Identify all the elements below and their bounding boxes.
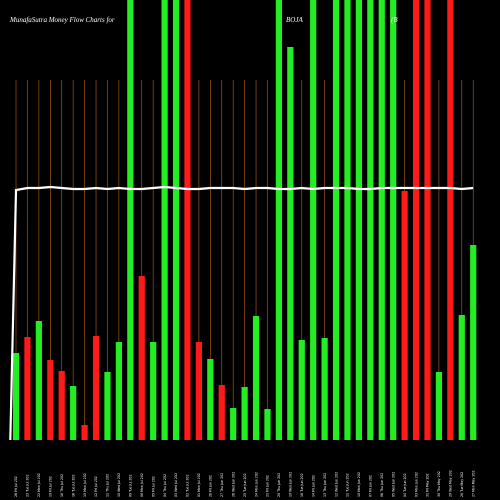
x-tick-label: 19 Fri Jul 202 <box>49 476 53 497</box>
x-tick-label: 09 Tue Jul 202 <box>129 475 133 497</box>
bars-group <box>12 0 477 440</box>
x-tick-label: 12 Fri Jul 202 <box>94 476 98 497</box>
bar-39 <box>447 0 454 440</box>
x-tick-label: 10 Mon Jun 202 <box>357 472 361 497</box>
bar-30 <box>344 0 351 440</box>
x-tick-label: 05 Fri Jul 202 <box>151 476 155 497</box>
bar-11 <box>127 0 134 440</box>
x-tick-label: 16 Tue Jul 202 <box>71 475 75 497</box>
x-tick-label: 02 Tue Jul 202 <box>186 475 190 497</box>
x-tick-label: 12 Wed Jun 202 <box>334 472 338 497</box>
x-tick-label: 28 Fri Jun 202 <box>209 475 213 497</box>
bar-4 <box>47 360 54 440</box>
bar-34 <box>390 0 397 440</box>
x-tick-label: 30 Thu May 202 <box>437 471 441 497</box>
x-tick-label: 06 Thu Jun 202 <box>380 473 384 497</box>
x-tick-label: 11 Thu Jul 202 <box>106 474 110 497</box>
x-tick-label: 04 Thu Jul 202 <box>163 474 167 497</box>
x-tick-label: 05 Wed Jun 202 <box>391 472 395 497</box>
x-tick-label: 18 Tue Jun 202 <box>300 473 304 497</box>
bar-6 <box>70 386 77 440</box>
bar-25 <box>287 47 294 440</box>
x-tick-label: 18 Thu Jul 202 <box>60 474 64 497</box>
bar-18 <box>207 359 214 440</box>
bar-29 <box>332 0 340 440</box>
x-tick-label: 27 Thu Jun 202 <box>220 473 224 497</box>
bar-32 <box>367 0 374 440</box>
bar-21 <box>241 387 248 440</box>
bar-19 <box>218 385 225 440</box>
bar-3 <box>35 321 42 440</box>
x-tick-label: 31 Fri May 202 <box>426 473 430 497</box>
bar-10 <box>115 342 122 440</box>
bar-15 <box>172 0 180 440</box>
x-tick-label: 08 Mon Jul 202 <box>140 473 144 497</box>
bar-1 <box>12 353 20 440</box>
bar-28 <box>321 338 328 440</box>
x-tick-label: 22 Mon Jul 202 <box>37 473 41 497</box>
x-tick-label: 28 Tue May 202 <box>460 472 464 497</box>
chart-title: MunafaSutra Money Flow Charts for <box>9 16 115 24</box>
bar-23 <box>264 409 271 440</box>
bar-20 <box>230 408 237 440</box>
bar-27 <box>310 0 317 440</box>
bar-9 <box>104 372 111 440</box>
x-tick-label: 03 Mon Jun 202 <box>414 472 418 497</box>
x-tick-label: 27 Mon May 202 <box>471 471 475 498</box>
x-tick-label: 03 Wed Jul 202 <box>174 473 178 497</box>
bar-12 <box>138 276 145 440</box>
x-tick-label: 07 Fri Jun 202 <box>369 475 373 497</box>
x-tick-label: 11 Tue Jun 202 <box>346 473 350 497</box>
chart-ticker: BOJA <box>286 16 303 24</box>
x-tick-label: 26 Wed Jun 202 <box>231 472 235 497</box>
x-tick-label: 15 Mon Jul 202 <box>83 473 87 497</box>
x-tick-label: 20 Thu Jun 202 <box>277 473 281 497</box>
x-tick-labels: 26 Fri Jul 202 23 Tue Jul 202 22 Mon Jul 2… <box>14 470 475 497</box>
bar-38 <box>435 372 443 440</box>
bar-7 <box>81 425 88 440</box>
bar-26 <box>298 340 305 440</box>
bar-24 <box>275 0 282 440</box>
bar-31 <box>355 0 363 440</box>
x-tick-label: 01 Mon Jul 202 <box>197 473 201 497</box>
money-flow-line <box>9 185 474 441</box>
x-tick-label: 19 Wed Jun 202 <box>289 472 293 497</box>
x-tick-label: 04 Tue Jun 202 <box>403 473 407 497</box>
chart-ticker-suffix: (B <box>391 16 398 24</box>
bar-41 <box>470 245 477 440</box>
x-tick-label: 13 Thu Jun 202 <box>323 473 327 497</box>
bar-14 <box>161 0 168 440</box>
bar-33 <box>378 0 385 440</box>
bar-37 <box>424 0 431 440</box>
bar-40 <box>458 315 465 440</box>
x-tick-label: 23 Tue Jul 202 <box>26 475 30 497</box>
x-tick-label: 26 Fri Jul 202 <box>14 476 18 497</box>
bar-13 <box>150 342 157 440</box>
x-tick-label: 14 Fri Jun 202 <box>311 475 315 497</box>
x-tick-label: 10 Wed Jul 202 <box>117 473 121 497</box>
bar-17 <box>195 342 202 440</box>
x-tick-label: 24 Mon Jun 202 <box>254 472 258 497</box>
bar-35 <box>401 191 408 440</box>
bar-5 <box>58 371 65 440</box>
bar-8 <box>92 336 100 440</box>
bar-2 <box>24 337 31 440</box>
bar-22 <box>252 316 260 440</box>
bar-36 <box>412 0 420 440</box>
bar-16 <box>184 0 191 440</box>
x-tick-label: 21 Fri Jun 202 <box>266 475 270 497</box>
x-tick-label: 29 Wed May 202 <box>449 470 453 497</box>
x-tick-label: 25 Tue Jun 202 <box>243 473 247 497</box>
